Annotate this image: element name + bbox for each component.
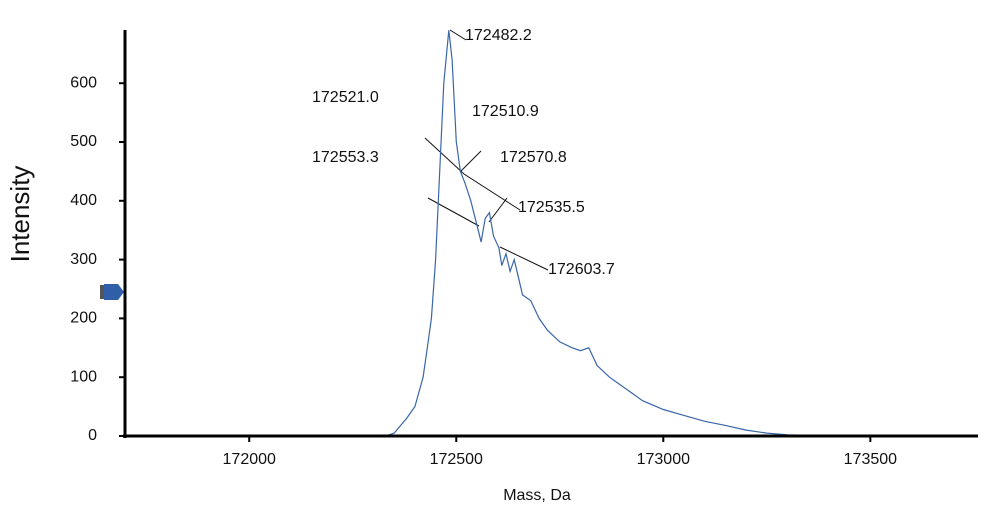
y-axis-label: Intensity bbox=[5, 166, 35, 263]
peak-label: 172553.3 bbox=[312, 149, 379, 166]
axis-marker bbox=[100, 284, 124, 300]
x-tick-label: 172500 bbox=[430, 451, 483, 468]
y-tick-label: 100 bbox=[70, 368, 97, 385]
x-tick-label: 173500 bbox=[844, 451, 897, 468]
leader-lines bbox=[424, 29, 549, 271]
leader-line bbox=[459, 150, 482, 173]
leader-line bbox=[427, 197, 480, 227]
peak-label: 172570.8 bbox=[500, 149, 567, 166]
y-tick-label: 500 bbox=[70, 133, 97, 150]
x-tick-label: 173000 bbox=[637, 451, 690, 468]
leader-line bbox=[449, 29, 467, 41]
marker-arrow bbox=[104, 284, 124, 300]
spectrum-line bbox=[125, 30, 978, 437]
peak-label: 172535.5 bbox=[518, 199, 585, 216]
y-tick-label: 200 bbox=[70, 310, 97, 327]
peak-label: 172521.0 bbox=[312, 89, 379, 106]
peak-label: 172603.7 bbox=[548, 261, 615, 278]
x-tick-label: 172000 bbox=[223, 451, 276, 468]
y-tick-label: 300 bbox=[70, 251, 97, 268]
x-axis-label: Mass, Da bbox=[503, 487, 571, 504]
leader-line bbox=[424, 137, 521, 211]
peak-label: 172510.9 bbox=[472, 103, 539, 120]
y-tick-label: 400 bbox=[70, 192, 97, 209]
y-tick-label: 600 bbox=[70, 74, 97, 91]
leader-line bbox=[499, 246, 549, 271]
leader-line bbox=[488, 197, 508, 223]
y-tick-label: 0 bbox=[88, 427, 97, 444]
peak-label: 172482.2 bbox=[465, 27, 532, 44]
